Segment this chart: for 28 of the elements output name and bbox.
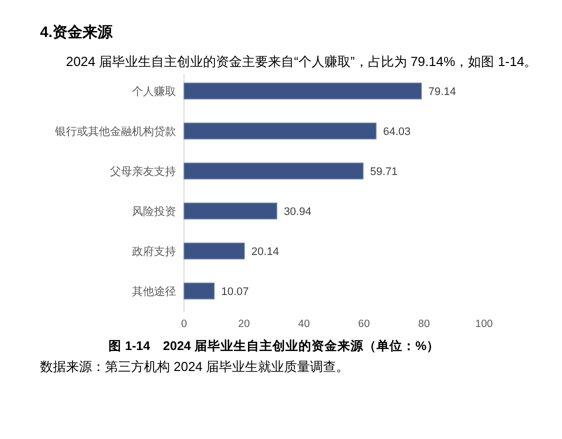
x-tick-label: 80 [418,318,430,330]
x-tick-label: 40 [298,318,310,330]
data-label: 30.94 [284,206,312,218]
bar [184,162,364,180]
source-note: 数据来源：第三方机构 2024 届毕业生就业质量调查。 [40,359,350,374]
chart-subtitle: 2024 届毕业生自主创业的资金主要来自“个人赚取”，占比为 79.14%，如图 1-14。 [66,54,538,69]
data-label: 20.14 [251,246,279,258]
data-label: 64.03 [383,126,411,138]
bar [184,82,422,100]
bar [184,282,215,300]
data-label: 79.14 [428,86,456,98]
caption: 图 1-14 2024 届毕业生自主创业的资金来源（单位：%） [108,338,440,353]
bar [184,242,245,260]
y-tick-label: 银行或其他金融机构贷款 [54,125,176,138]
y-tick-label: 风险投资 [132,206,176,218]
bar [184,122,376,140]
y-tick-label: 个人赚取 [132,85,176,98]
bar [184,202,278,220]
y-tick-label: 政府支持 [132,245,176,258]
x-tick-label: 60 [358,318,370,330]
x-tick-label: 100 [475,318,493,330]
x-tick-label: 20 [238,318,250,330]
chart-title: 4.资金来源 [40,24,114,41]
y-tick-label: 父母亲友支持 [110,165,176,178]
data-label: 10.07 [221,286,249,298]
y-tick-label: 其他途径 [132,285,176,298]
data-label: 59.71 [370,166,398,178]
x-tick-label: 0 [181,318,188,330]
